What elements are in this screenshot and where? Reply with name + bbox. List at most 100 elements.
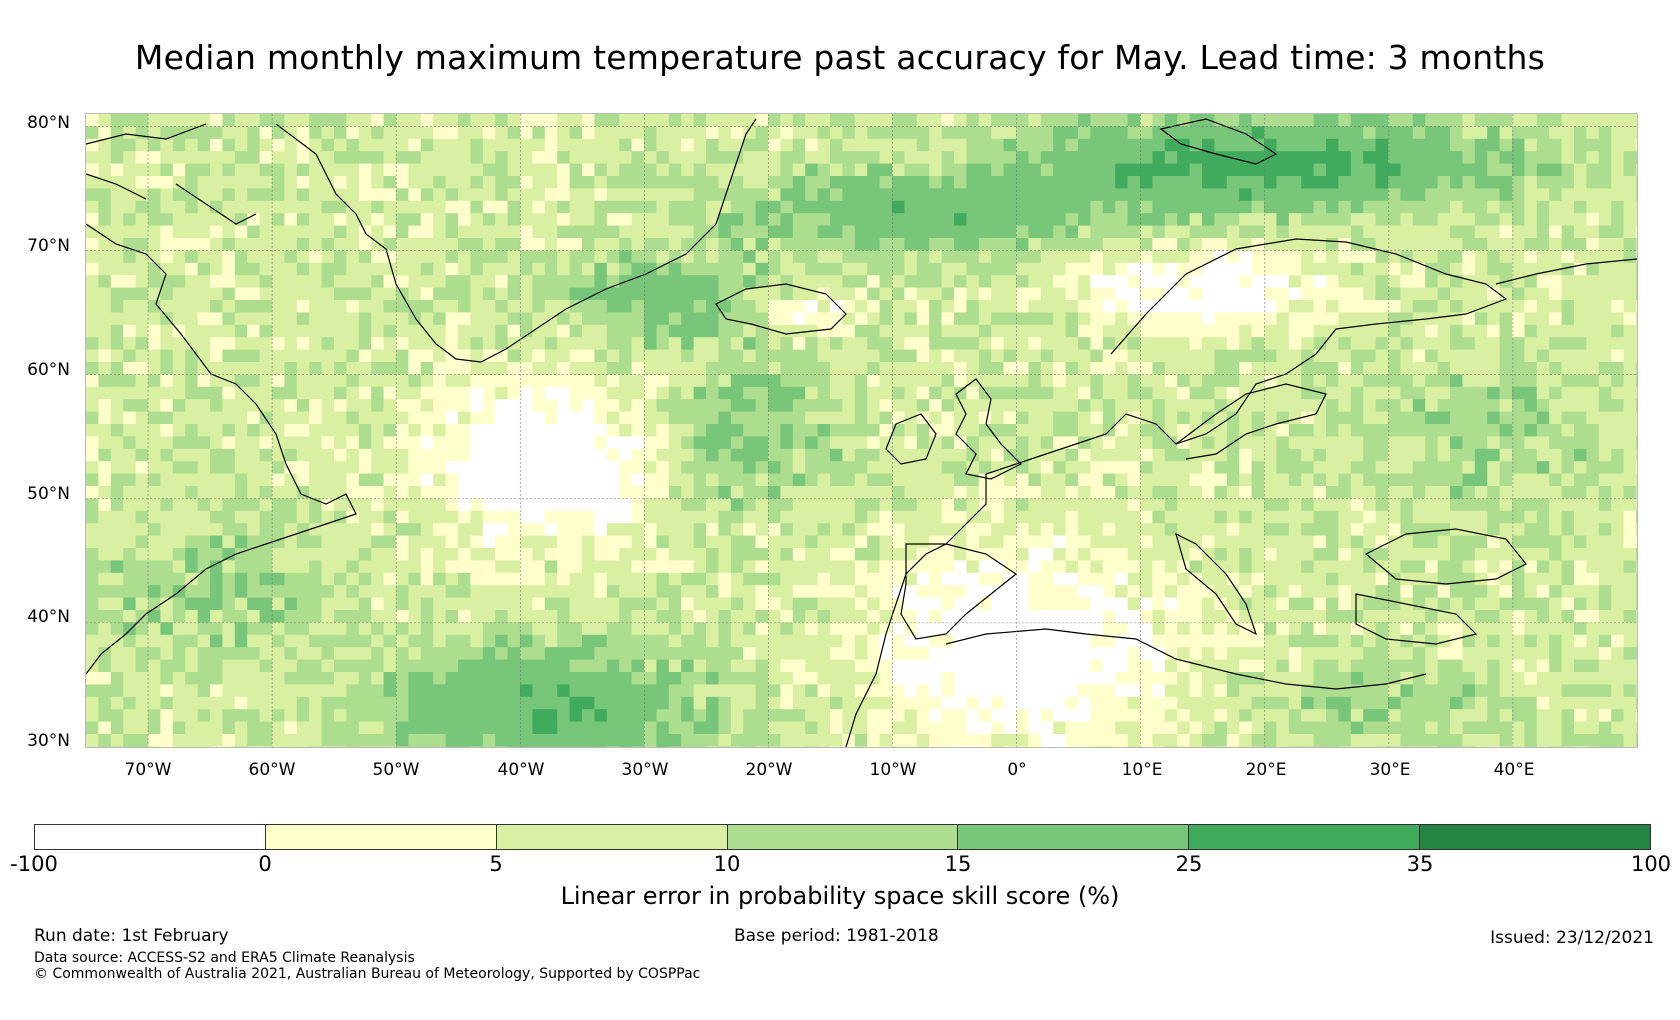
skill-cell bbox=[1189, 411, 1203, 425]
skill-cell bbox=[1202, 250, 1215, 264]
skill-cell bbox=[668, 473, 682, 487]
skill-cell bbox=[1202, 262, 1215, 276]
skill-cell bbox=[1450, 287, 1463, 301]
skill-cell bbox=[1536, 473, 1550, 487]
skill-cell bbox=[830, 337, 843, 351]
skill-cell bbox=[172, 275, 186, 289]
skill-cell bbox=[892, 337, 905, 351]
skill-cell bbox=[172, 424, 186, 437]
skill-cell bbox=[842, 324, 856, 338]
skill-cell bbox=[1636, 560, 1637, 574]
skill-cell bbox=[1016, 572, 1029, 586]
skill-cell bbox=[334, 535, 347, 549]
skill-cell bbox=[693, 324, 707, 338]
skill-cell bbox=[1090, 523, 1104, 537]
skill-cell bbox=[1102, 337, 1116, 351]
skill-cell bbox=[470, 188, 484, 202]
skill-cell bbox=[780, 448, 794, 462]
skill-cell bbox=[1586, 436, 1600, 450]
skill-cell bbox=[768, 300, 781, 313]
skill-cell bbox=[1598, 399, 1612, 413]
skill-cell bbox=[1400, 176, 1414, 189]
skill-cell bbox=[1611, 114, 1625, 127]
skill-cell bbox=[1425, 399, 1439, 413]
skill-cell bbox=[247, 188, 261, 202]
skill-cell bbox=[1301, 287, 1315, 301]
skill-cell bbox=[1115, 213, 1129, 227]
skill-cell bbox=[1115, 486, 1129, 499]
skill-cell bbox=[1140, 523, 1153, 537]
skill-cell bbox=[706, 436, 719, 450]
skill-cell bbox=[185, 250, 199, 264]
skill-cell bbox=[396, 324, 409, 338]
skill-cell bbox=[929, 138, 943, 152]
skill-cell bbox=[606, 126, 620, 140]
skill-cell bbox=[1350, 585, 1364, 599]
skill-cell bbox=[1202, 349, 1215, 363]
skill-cell bbox=[1276, 250, 1290, 264]
skill-cell bbox=[346, 386, 360, 400]
skill-cell bbox=[1288, 436, 1302, 450]
skill-cell bbox=[1499, 386, 1513, 400]
skill-cell bbox=[408, 163, 422, 177]
skill-cell bbox=[334, 262, 347, 276]
skill-cell bbox=[1288, 213, 1302, 227]
skill-cell bbox=[544, 163, 558, 177]
skill-cell bbox=[631, 349, 645, 363]
skill-cell bbox=[1028, 386, 1042, 400]
skill-cell bbox=[197, 126, 211, 140]
skill-cell bbox=[854, 213, 868, 227]
skill-cell bbox=[234, 473, 248, 487]
skill-cell bbox=[1425, 138, 1439, 152]
skill-cell bbox=[1636, 275, 1637, 289]
skill-cell bbox=[1338, 523, 1352, 537]
skill-cell bbox=[259, 126, 273, 140]
skill-cell bbox=[544, 572, 558, 586]
skill-cell bbox=[1053, 585, 1067, 599]
skill-cell bbox=[1561, 448, 1575, 462]
skill-cell bbox=[668, 411, 682, 425]
skill-cell bbox=[458, 585, 471, 599]
skill-cell bbox=[978, 138, 992, 152]
skill-cell bbox=[1338, 138, 1352, 152]
skill-cell bbox=[1450, 238, 1463, 251]
skill-cell bbox=[1636, 461, 1637, 475]
skill-cell bbox=[272, 138, 285, 152]
skill-cell bbox=[1202, 287, 1215, 301]
skill-cell bbox=[1053, 262, 1067, 276]
skill-cell bbox=[1474, 560, 1488, 574]
skill-cell bbox=[606, 560, 620, 574]
skill-cell bbox=[1301, 436, 1315, 450]
skill-cell bbox=[371, 262, 385, 276]
skill-cell bbox=[1214, 349, 1228, 363]
skill-cell bbox=[718, 238, 732, 251]
skill-cell bbox=[185, 424, 199, 437]
skill-cell bbox=[148, 126, 161, 140]
skill-cell bbox=[98, 436, 112, 450]
skill-cell bbox=[743, 523, 757, 537]
skill-cell bbox=[371, 498, 385, 512]
skill-cell bbox=[619, 114, 633, 127]
skill-cell bbox=[1313, 436, 1327, 450]
skill-cell bbox=[1016, 436, 1029, 450]
skill-cell bbox=[991, 436, 1005, 450]
skill-cell bbox=[346, 138, 360, 152]
skill-cell bbox=[1140, 498, 1153, 512]
skill-cell bbox=[1450, 585, 1463, 599]
skill-cell bbox=[1164, 114, 1178, 127]
skill-cell bbox=[842, 535, 856, 549]
skill-cell bbox=[346, 349, 360, 363]
skill-cell bbox=[1450, 163, 1463, 177]
skill-cell bbox=[1561, 349, 1575, 363]
skill-cell bbox=[817, 597, 831, 611]
skill-cell bbox=[1350, 386, 1364, 400]
skill-cell bbox=[1512, 225, 1525, 239]
skill-cell bbox=[86, 324, 99, 338]
skill-cell bbox=[792, 213, 806, 227]
skill-cell bbox=[830, 225, 843, 239]
skill-cell bbox=[830, 535, 843, 549]
skill-cell bbox=[1276, 510, 1290, 524]
skill-cell bbox=[1512, 114, 1525, 127]
skill-cell bbox=[693, 535, 707, 549]
skill-cell bbox=[1214, 312, 1228, 326]
